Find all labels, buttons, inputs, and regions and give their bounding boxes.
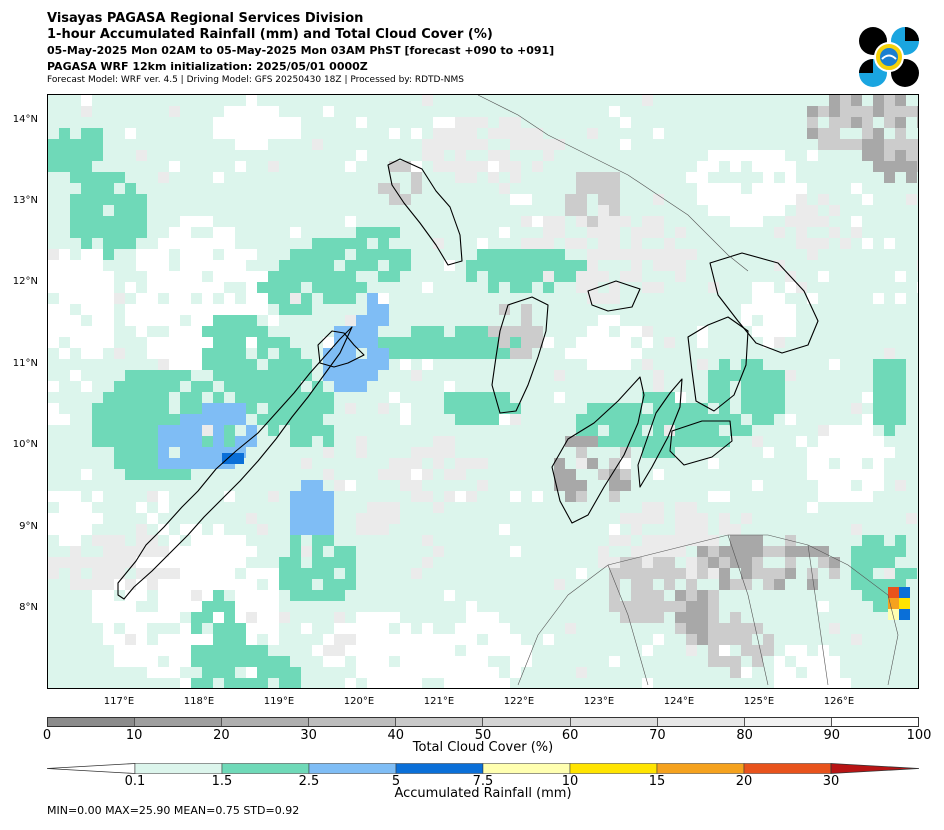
rainfall-tick-label: 15 xyxy=(648,774,666,789)
rainfall-tick-label: 20 xyxy=(735,774,753,789)
cloud-cover-tick-label: 20 xyxy=(213,728,230,743)
rainfall-swatch xyxy=(656,763,745,774)
lon-label: 121°E xyxy=(423,696,455,707)
lat-label: 13°N xyxy=(12,195,38,206)
palawan-north-coastline xyxy=(317,330,365,368)
rainfall-colorbar xyxy=(47,763,919,774)
cloud-cover-tick-label: 30 xyxy=(300,728,317,743)
lon-label: 123°E xyxy=(583,696,615,707)
cloud-cover-tick-label: 70 xyxy=(649,728,666,743)
cloud-cover-tick-label: 40 xyxy=(387,728,405,743)
rainfall-swatch xyxy=(308,763,397,774)
title-line-1: Visayas PAGASA Regional Services Divisio… xyxy=(47,11,364,26)
luzon-outline xyxy=(477,95,749,272)
cloud-cover-tick-label: 80 xyxy=(736,728,753,743)
rainfall-swatch xyxy=(395,763,484,774)
panay-coastline xyxy=(491,296,549,414)
lon-label: 126°E xyxy=(823,696,855,707)
provincial-boundary-2 xyxy=(727,534,769,686)
rainfall-tick-label: 1.5 xyxy=(211,774,233,789)
cloud-cover-swatch xyxy=(570,718,658,726)
cloud-cover-swatch xyxy=(831,718,918,726)
lat-label: 11°N xyxy=(12,358,38,369)
rainfall-under-swatch xyxy=(47,763,136,774)
model-initialization: PAGASA WRF 12km initialization: 2025/05/… xyxy=(47,60,368,73)
lat-label: 9°N xyxy=(19,521,38,532)
bohol-coastline xyxy=(669,420,733,466)
cloud-cover-tick-label: 0 xyxy=(42,728,52,743)
lon-label: 122°E xyxy=(503,696,535,707)
cloud-cover-tick-label: 60 xyxy=(561,728,579,743)
cloud-cover-swatch xyxy=(48,718,136,726)
masbate-coastline xyxy=(587,280,641,312)
cloud-cover-tick-label: 90 xyxy=(823,728,841,743)
cloud-cover-swatch xyxy=(309,718,397,726)
cloud-cover-tick-label: 100 xyxy=(906,728,932,743)
lon-label: 119°E xyxy=(263,696,295,707)
lon-label: 118°E xyxy=(183,696,215,707)
cloud-cover-title: Total Cloud Cover (%) xyxy=(412,740,554,755)
valid-time: 05-May-2025 Mon 02AM to 05-May-2025 Mon … xyxy=(47,44,555,57)
rainfall-tick-label: 0.1 xyxy=(124,774,146,789)
lon-label: 124°E xyxy=(663,696,695,707)
statistics-summary: MIN=0.00 MAX=25.90 MEAN=0.75 STD=0.92 xyxy=(47,804,300,817)
rainfall-swatch xyxy=(569,763,658,774)
pagasa-logo-icon xyxy=(859,27,919,87)
cebu-coastline xyxy=(637,378,683,488)
title-line-2: 1-hour Accumulated Rainfall (mm) and Tot… xyxy=(47,27,493,42)
model-info: Forecast Model: WRF ver. 4.5 | Driving M… xyxy=(47,75,464,85)
rainfall-tick-label: 2.5 xyxy=(298,774,320,789)
lat-label: 8°N xyxy=(19,602,38,613)
provincial-boundary-3 xyxy=(807,544,829,686)
rainfall-swatch xyxy=(134,763,223,774)
rainfall-tick-label: 10 xyxy=(561,774,579,789)
map-canvas xyxy=(48,95,918,688)
lat-label: 10°N xyxy=(12,439,38,450)
rainfall-tick-label: 5 xyxy=(391,774,401,789)
lon-label: 120°E xyxy=(343,696,375,707)
rainfall-swatch xyxy=(482,763,571,774)
samar-coastline xyxy=(709,252,819,354)
rainfall-swatch xyxy=(743,763,832,774)
cloud-cover-swatch xyxy=(657,718,745,726)
rainfall-title: Accumulated Rainfall (mm) xyxy=(394,786,572,801)
rainfall-swatch xyxy=(221,763,310,774)
lon-label: 117°E xyxy=(103,696,135,707)
cloud-cover-swatch xyxy=(396,718,484,726)
cloud-cover-swatch xyxy=(222,718,310,726)
negros-coastline xyxy=(551,376,645,524)
cloud-cover-swatch xyxy=(744,718,832,726)
provincial-boundary-1 xyxy=(607,564,649,686)
cloud-cover-tick-label: 10 xyxy=(125,728,143,743)
cloud-cover-swatch xyxy=(483,718,571,726)
cloud-cover-tick-label: 50 xyxy=(474,728,492,743)
cloud-cover-colorbar xyxy=(47,717,919,727)
mindoro-coastline xyxy=(387,158,463,266)
rainfall-tick-label: 7.5 xyxy=(472,774,494,789)
leyte-coastline xyxy=(687,316,749,412)
palawan-coastline xyxy=(117,326,353,600)
lat-label: 12°N xyxy=(12,276,38,287)
cloud-cover-swatch xyxy=(135,718,223,726)
rainfall-map xyxy=(47,94,919,689)
lat-label: 14°N xyxy=(12,114,38,125)
rainfall-over-swatch xyxy=(830,763,919,774)
rainfall-tick-label: 30 xyxy=(822,774,840,789)
lon-label: 125°E xyxy=(743,696,775,707)
